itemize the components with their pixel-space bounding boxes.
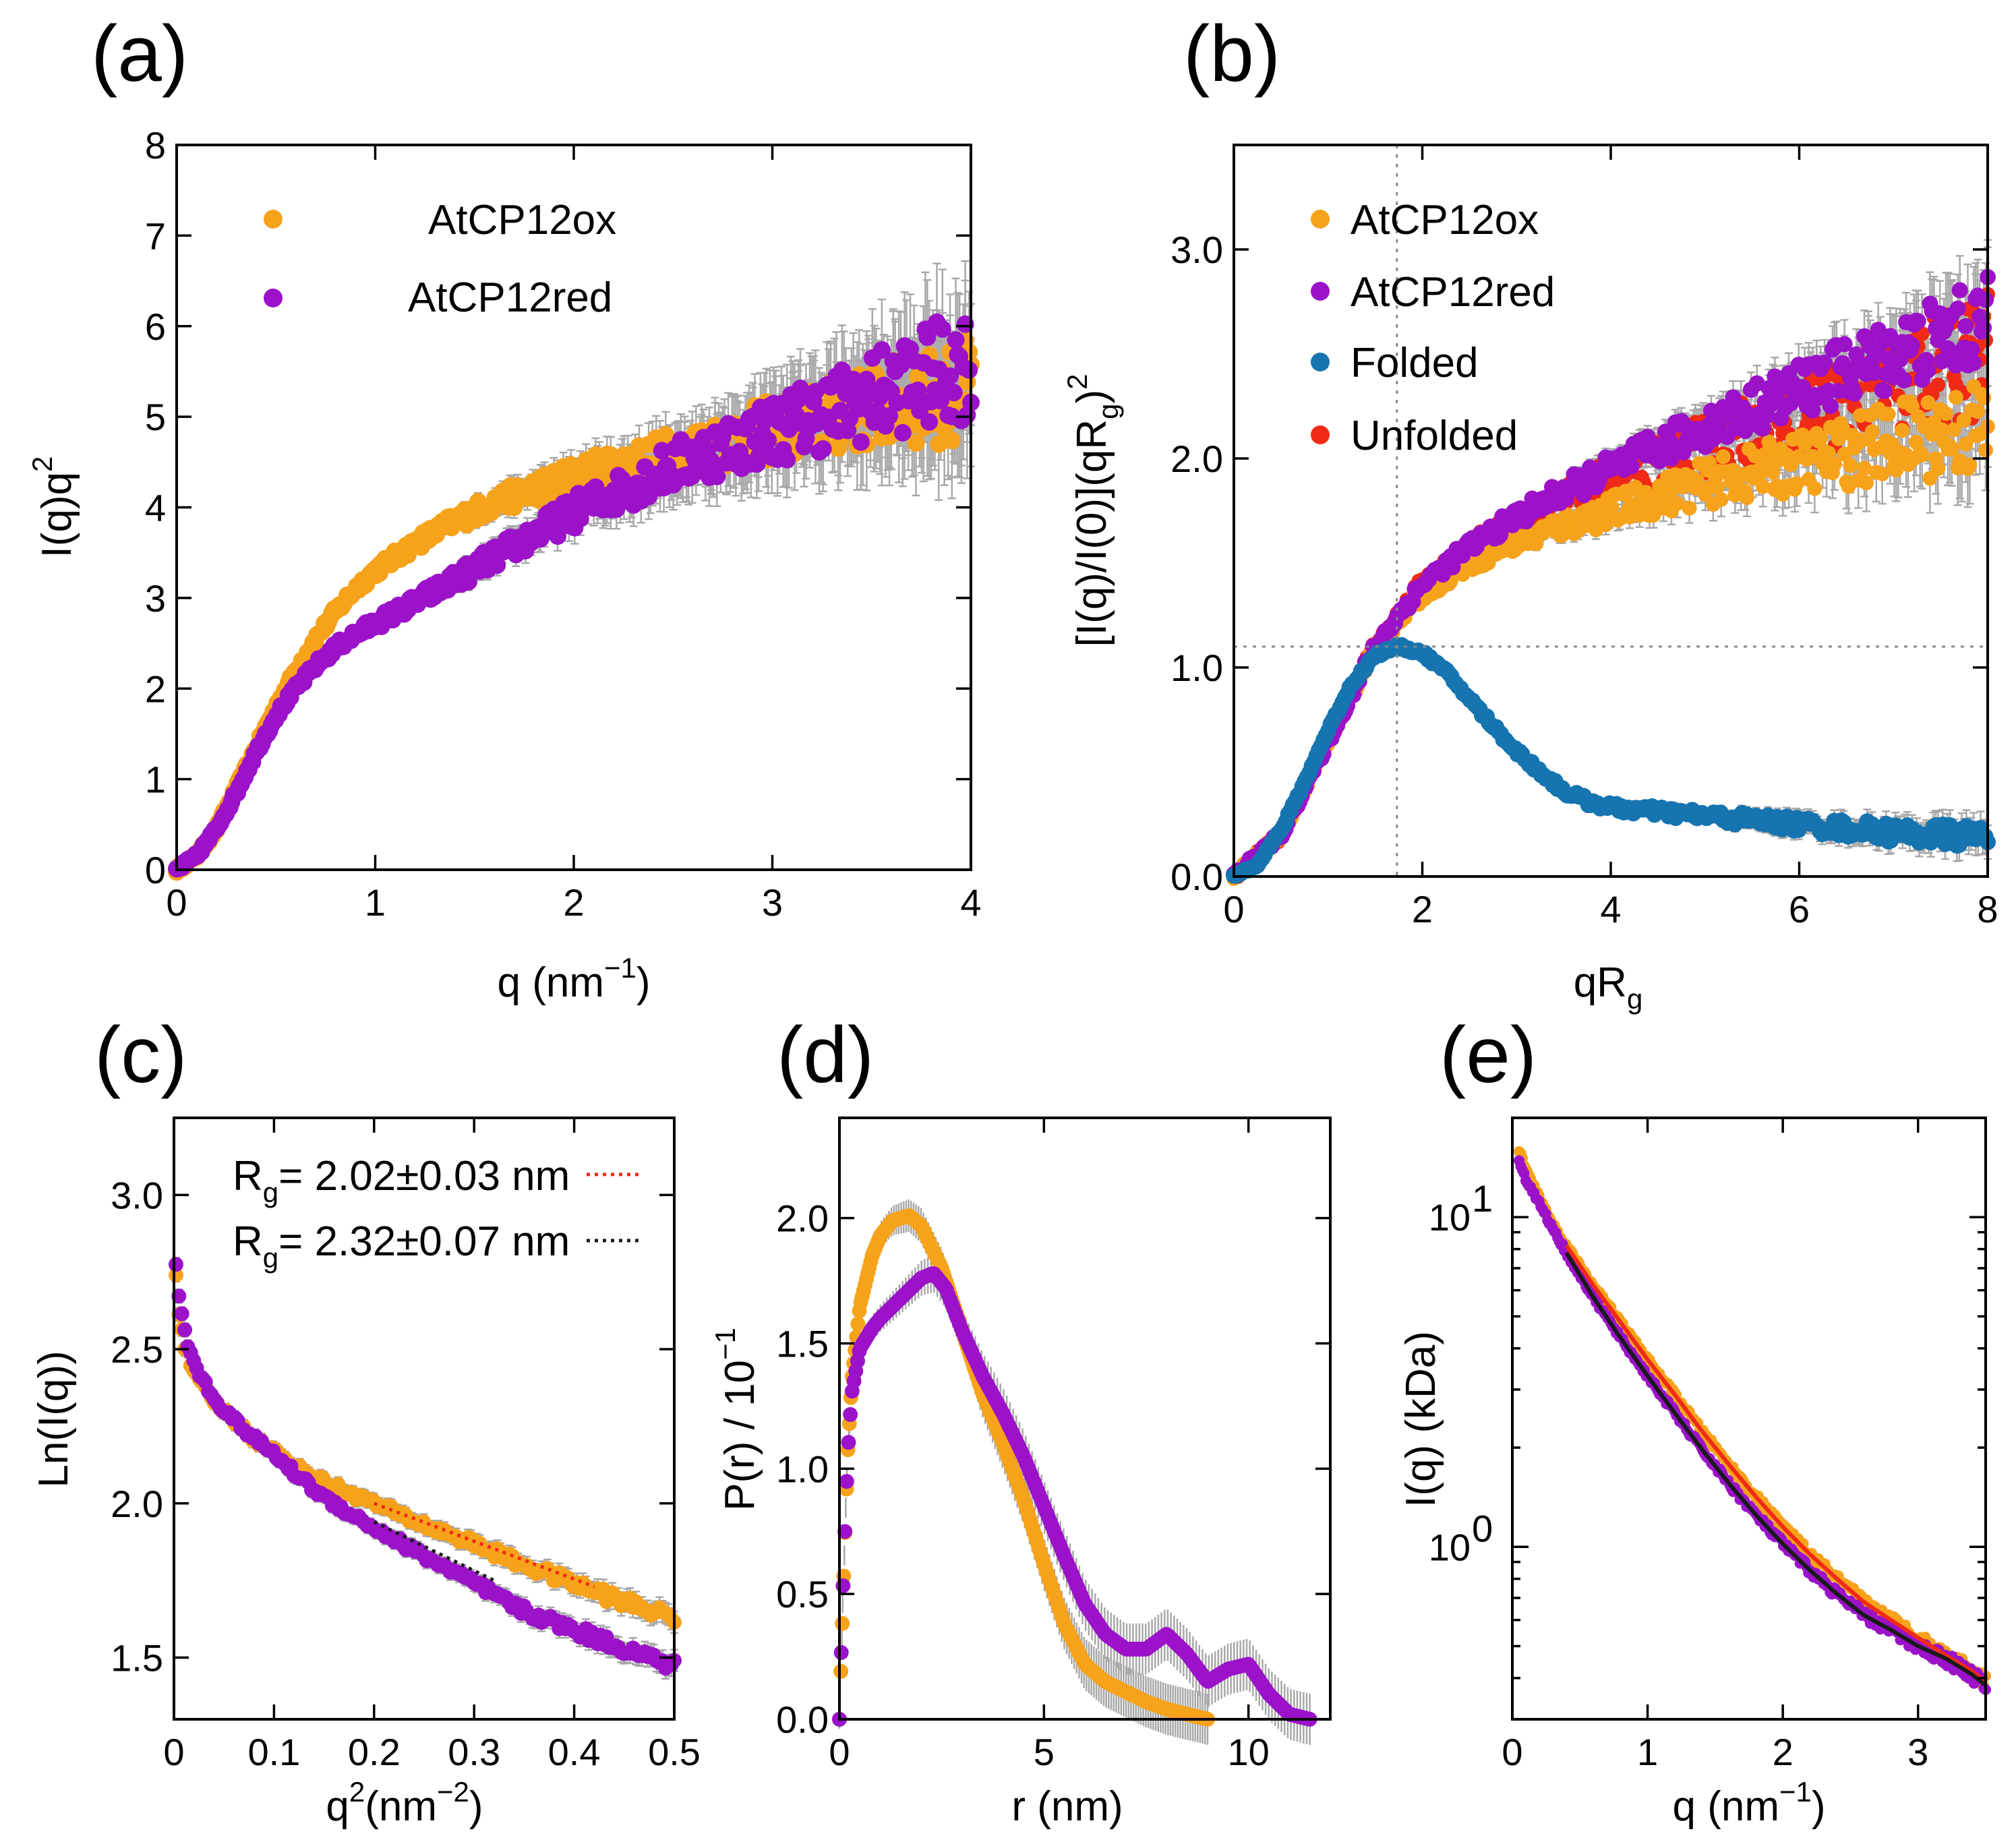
data-point (947, 331, 965, 349)
x-tick-label: 2 (563, 881, 584, 924)
panel-a-marks (168, 313, 980, 881)
panel-a-legend: AtCP12ox AtCP12red (264, 197, 616, 321)
data-point (930, 435, 948, 453)
panel-b-label: (b) (1183, 9, 1280, 98)
y-tick-label: 7 (145, 214, 166, 257)
data-point (488, 556, 506, 574)
panel-a-xlabel-sup: −1 (604, 952, 636, 984)
panel-a-ylabel-sup: 2 (26, 456, 58, 472)
y-tick-label: 5 (145, 396, 166, 438)
data-point (932, 392, 950, 410)
data-point (872, 341, 891, 359)
y-tick-label: 6 (145, 305, 166, 348)
data-point (918, 328, 937, 347)
x-tick-label: 4 (960, 881, 981, 924)
data-point (653, 442, 671, 460)
data-point (920, 413, 939, 431)
x-tick-label: 3 (762, 881, 783, 924)
y-tick-label: 0 (145, 849, 166, 891)
data-point (907, 434, 925, 452)
panel-a-ylabel: I(q)q2 (26, 456, 80, 558)
data-point (759, 432, 777, 450)
data-point (933, 320, 951, 338)
y-tick-label: 4 (145, 487, 166, 529)
panel-a: (a) 0 1 2 3 4 0 1 2 3 4 5 6 7 8 AtCP12ox AtCP12red q … (26, 9, 982, 1006)
data-point (708, 467, 726, 485)
panel-a-ticks: 0 1 2 3 4 0 1 2 3 4 5 6 7 8 (145, 124, 982, 924)
data-point (893, 423, 912, 442)
data-point (549, 527, 567, 545)
panel-b: (b) 0 2 4 6 80.01.02.03.0 AtCP12ox AtCP12red… (1061, 9, 1998, 1015)
x-tick-label: 1 (365, 881, 386, 924)
legend-label-ox: AtCP12ox (428, 197, 616, 243)
data-point (881, 407, 899, 425)
data-point (960, 361, 978, 379)
data-point (941, 367, 959, 385)
panel-a-ylabel-main: I(q)q (34, 472, 80, 558)
panel-a-xlabel-end: ) (636, 959, 651, 1006)
y-tick-label: 2 (145, 667, 166, 710)
legend-swatch-red (264, 289, 283, 307)
panel-a-xlabel: q (nm−1) (497, 952, 650, 1006)
data-point (778, 450, 796, 469)
y-tick-label: 8 (145, 124, 166, 167)
data-point (780, 420, 798, 438)
legend-label-red: AtCP12red (408, 274, 612, 321)
data-point (852, 433, 870, 451)
data-point (945, 384, 963, 402)
y-tick-label: 3 (145, 577, 166, 620)
data-point (657, 426, 675, 444)
legend-swatch-ox (264, 210, 283, 229)
data-point (459, 572, 477, 591)
data-point (814, 440, 832, 458)
y-tick-label: 1 (145, 759, 166, 801)
x-tick-label: 0 (166, 881, 187, 924)
panel-a-label: (a) (91, 9, 188, 98)
data-point (943, 432, 961, 450)
panel-a-xlabel-main: q (nm (497, 959, 603, 1006)
